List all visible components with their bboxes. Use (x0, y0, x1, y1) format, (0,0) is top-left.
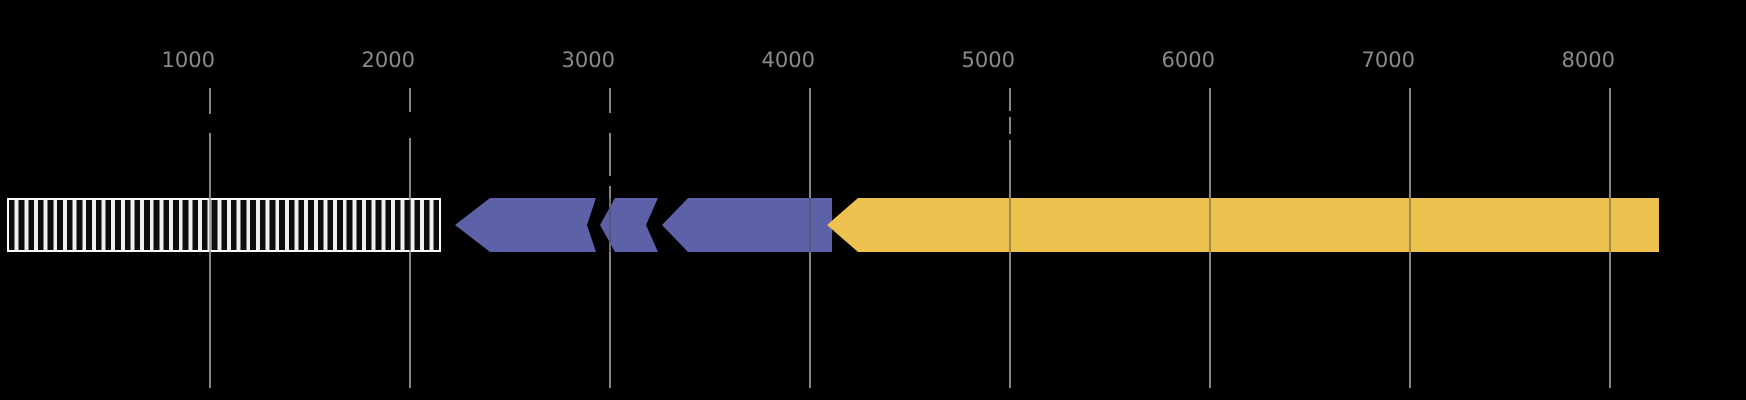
gene-arrow-4 (827, 198, 1659, 252)
gridline-feature-overlay (409, 198, 411, 252)
gridline-feature-overlay (1009, 198, 1011, 252)
label-occlusion-dash (208, 114, 212, 133)
gene-arrow-3 (662, 198, 832, 252)
label-occlusion-dash (1008, 111, 1012, 117)
axis-tick-label: 5000 (961, 48, 1015, 72)
gridline-feature-overlay (1609, 198, 1611, 252)
axis-tick-label: 6000 (1161, 48, 1215, 72)
label-occlusion-dash (608, 176, 612, 186)
axis-tick-label: 4000 (761, 48, 815, 72)
gridline-feature-overlay (809, 198, 811, 252)
gridline-feature-overlay (1209, 198, 1211, 252)
axis-tick-label: 2000 (361, 48, 415, 72)
gridline-feature-overlay (209, 198, 211, 252)
label-occlusion-dash (1008, 134, 1012, 140)
axis-tick-label: 1000 (161, 48, 215, 72)
label-occlusion-dash (608, 113, 612, 133)
label-occlusion-dash (408, 112, 412, 138)
gridline-feature-overlay (1409, 198, 1411, 252)
gene-arrow-1 (455, 198, 596, 252)
axis-tick-label: 8000 (1561, 48, 1615, 72)
hatched-region-feature (7, 198, 441, 252)
gridline-feature-overlay (609, 198, 611, 252)
axis-tick-label: 3000 (561, 48, 615, 72)
axis-tick-label: 7000 (1361, 48, 1415, 72)
